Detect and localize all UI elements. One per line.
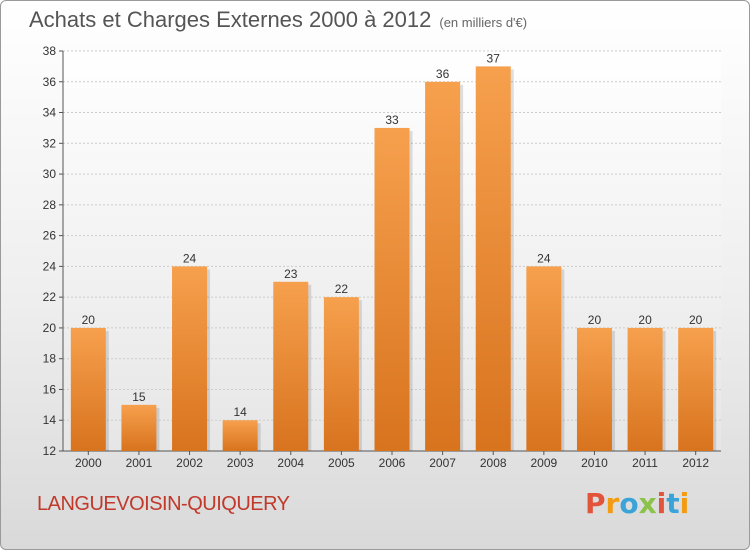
unit-label: (en milliers d'€) [439, 15, 528, 30]
x-tick-label: 2012 [682, 456, 709, 470]
labels: 2000 20 2001 15 2002 24 2003 14 2004 23 2005 22 2006… [75, 51, 709, 470]
data-label: 37 [487, 51, 501, 65]
x-tick-label: 2003 [227, 456, 254, 470]
place-name: LANGUEVOISIN-QUIQUERY [37, 493, 290, 515]
bar-2000 [70, 327, 106, 451]
data-label: 22 [335, 282, 349, 296]
x-tick-label: 2007 [429, 456, 456, 470]
x-tick-label: 2006 [379, 456, 406, 470]
data-label: 24 [183, 251, 197, 265]
chart-title: Achats et Charges Externes 2000 à 2012 (e… [29, 7, 527, 33]
bar-2009 [526, 266, 562, 451]
data-label: 15 [132, 390, 146, 404]
x-tick-label: 2011 [632, 456, 658, 470]
y-tick-label: 28 [43, 198, 57, 212]
y-tick-label: 32 [43, 136, 57, 150]
y-tick-label: 30 [43, 167, 57, 181]
bar-2008 [475, 66, 511, 451]
x-tick-label: 2004 [277, 456, 304, 470]
proxiti-logo: Proxiti [585, 487, 689, 520]
title-text: Achats et Charges Externes 2000 à 2012 [29, 7, 432, 32]
logo-letter: i [679, 487, 690, 520]
logo-letter: r [605, 487, 620, 520]
data-label: 20 [588, 313, 602, 327]
x-tick-label: 2010 [581, 456, 608, 470]
bar-2006 [374, 127, 410, 451]
bar-2001 [121, 404, 157, 451]
bar-2007 [425, 81, 461, 452]
data-label: 33 [385, 113, 399, 127]
bars [70, 66, 717, 452]
y-tick-label: 24 [43, 259, 57, 273]
y-tick-label: 14 [43, 413, 57, 427]
logo-letter: x [638, 487, 657, 520]
logo-letter: P [585, 487, 606, 520]
y-tick-label: 22 [43, 290, 57, 304]
logo-letter: o [619, 487, 639, 520]
x-tick-label: 2001 [126, 456, 153, 470]
bar-2003 [222, 420, 258, 451]
x-tick-label: 2002 [176, 456, 203, 470]
data-label: 14 [233, 405, 247, 419]
x-tick-label: 2000 [75, 456, 102, 470]
y-tick-label: 18 [43, 352, 57, 366]
y-tick-label: 16 [43, 382, 57, 396]
y-tick-label: 34 [43, 106, 57, 120]
bar-2005 [323, 297, 359, 451]
x-tick-label: 2005 [328, 456, 355, 470]
bar-2012 [678, 327, 714, 451]
y-tick-label: 26 [43, 229, 57, 243]
bar-2010 [576, 327, 612, 451]
data-label: 24 [537, 251, 551, 265]
data-label: 23 [284, 267, 298, 281]
y-tick-label: 36 [43, 75, 57, 89]
bar-2002 [172, 266, 208, 451]
data-label: 36 [436, 67, 450, 81]
y-tick-label: 38 [43, 44, 57, 58]
x-tick-label: 2008 [480, 456, 507, 470]
data-label: 20 [638, 313, 652, 327]
data-label: 20 [689, 313, 703, 327]
x-tick-label: 2009 [530, 456, 557, 470]
data-label: 20 [82, 313, 96, 327]
y-tick-label: 20 [43, 321, 57, 335]
y-tick-label: 12 [43, 444, 57, 458]
logo-letter: t [666, 487, 680, 520]
bar-2011 [627, 327, 663, 451]
bar-2004 [273, 281, 309, 451]
logo-letter: i [656, 487, 667, 520]
